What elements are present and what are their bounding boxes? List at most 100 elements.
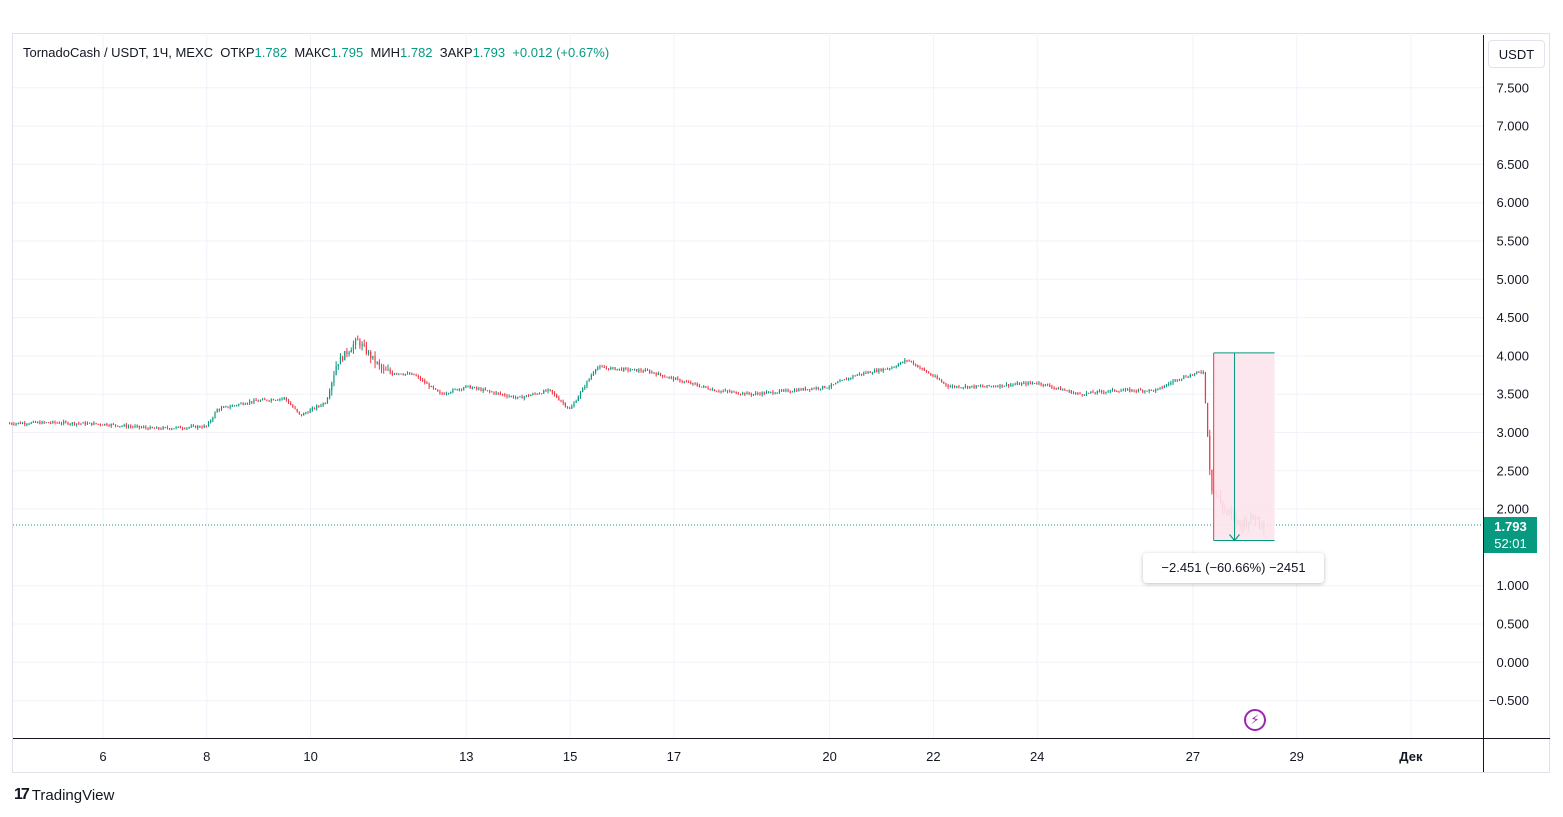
candle-body	[744, 392, 746, 395]
candle-body	[579, 392, 582, 397]
candle-body	[685, 381, 688, 383]
candle-body	[960, 387, 962, 389]
candle-body	[350, 350, 352, 353]
candle-body	[32, 421, 34, 423]
candle-body	[482, 389, 484, 391]
candle-body	[517, 396, 519, 398]
candle-body	[861, 373, 863, 375]
candle-body	[882, 368, 884, 372]
candle-body	[623, 368, 625, 371]
candle-body	[43, 421, 45, 423]
candle-body	[772, 391, 774, 394]
candle-body	[966, 385, 969, 388]
candle-body	[383, 368, 385, 370]
candle-body	[1092, 391, 1094, 393]
candle-body	[709, 389, 711, 391]
candle-body	[787, 389, 789, 392]
candle-body	[242, 403, 244, 405]
currency-button[interactable]: USDT	[1488, 40, 1545, 68]
candle-body	[361, 344, 363, 347]
candle-body	[979, 386, 982, 388]
candle-body	[127, 426, 130, 428]
candle-body	[402, 374, 404, 376]
candle-body	[662, 375, 664, 377]
candle-body	[63, 421, 65, 424]
flash-icon[interactable]: ⚡	[1244, 709, 1266, 731]
candle-body	[1038, 382, 1040, 384]
candle-body	[1081, 394, 1083, 396]
candle-body	[270, 399, 272, 401]
candle-body	[1161, 387, 1163, 389]
candle-body	[283, 397, 285, 399]
candle-body	[261, 399, 264, 401]
candle-body	[1211, 469, 1213, 491]
candle-body	[160, 428, 162, 430]
candle-body	[1055, 387, 1057, 389]
candle-body	[110, 424, 112, 426]
candle-body	[320, 405, 322, 407]
candle-body	[60, 423, 63, 425]
candle-body	[921, 368, 923, 370]
candle-body	[359, 339, 361, 347]
candle-body	[640, 369, 642, 372]
candle-body	[380, 365, 383, 369]
candle-body	[659, 373, 662, 376]
candle-body	[19, 422, 21, 424]
candle-body	[114, 424, 117, 426]
candle-body	[757, 393, 759, 395]
candle-body	[759, 393, 761, 395]
candle-body	[876, 370, 878, 372]
candle-body	[246, 403, 249, 405]
candle-body	[1090, 391, 1092, 393]
candle-body	[318, 405, 320, 407]
candle-body	[50, 422, 52, 424]
candle-body	[729, 391, 731, 393]
candle-body	[430, 386, 432, 388]
candle-body	[119, 426, 121, 428]
y-tick-label: 5.500	[1496, 234, 1529, 249]
candle-body	[285, 397, 287, 401]
candle-body	[130, 426, 132, 428]
candle-body	[953, 386, 956, 388]
candle-body	[761, 392, 763, 395]
tradingview-logo[interactable]: 17 TradingView	[14, 786, 114, 804]
candle-body	[316, 405, 318, 409]
candle-body	[13, 423, 15, 425]
candle-body	[80, 423, 82, 425]
candle-body	[188, 427, 190, 429]
candle-body	[688, 381, 690, 383]
candle-body	[268, 400, 270, 402]
candle-body	[867, 371, 869, 374]
candle-body	[1072, 392, 1075, 394]
candle-body	[471, 387, 473, 389]
legend-low-value: 1.782	[400, 45, 433, 60]
legend-close-label: ЗАКР	[439, 45, 473, 60]
candle-body	[943, 381, 945, 384]
candle-body	[1046, 384, 1049, 386]
candle-body	[547, 389, 549, 392]
candle-body	[607, 368, 610, 370]
candle-body	[1003, 385, 1005, 387]
candle-body	[376, 362, 378, 364]
candle-body	[956, 386, 958, 388]
candle-body	[199, 426, 201, 428]
candle-body	[1181, 378, 1183, 380]
candle-body	[112, 424, 114, 426]
candle-body	[977, 385, 979, 387]
candle-body	[886, 368, 889, 370]
candle-body	[223, 406, 225, 408]
tradingview-name: TradingView	[31, 786, 115, 804]
candle-body	[828, 387, 830, 389]
candle-body	[895, 366, 897, 368]
candle-body	[478, 388, 480, 390]
candle-body	[826, 387, 828, 389]
legend-symbol[interactable]: TornadoCash / USDT, 1Ч, MEXC	[23, 45, 214, 60]
candle-body	[1096, 391, 1098, 394]
candle-body	[333, 374, 335, 383]
y-tick-label: 7.500	[1496, 80, 1529, 95]
candle-body	[796, 389, 798, 392]
candle-body	[1155, 389, 1157, 392]
candle-body	[889, 368, 891, 370]
y-tick-label: −0.500	[1489, 693, 1529, 708]
